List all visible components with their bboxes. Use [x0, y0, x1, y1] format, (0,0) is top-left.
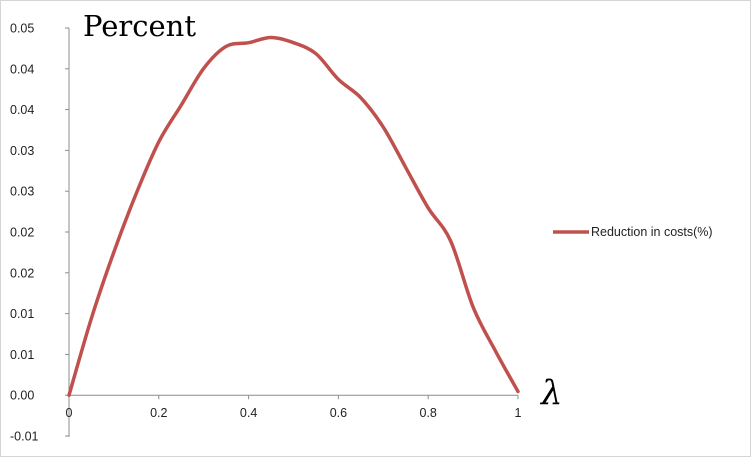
legend-label: Reduction in costs(%)	[591, 225, 713, 239]
y-tick-label: -0.01	[10, 430, 39, 444]
x-tick-label: 1	[515, 406, 522, 420]
x-axis-label: λ	[539, 373, 563, 413]
y-tick-label: 0.01	[10, 348, 34, 362]
y-tick-label: 0.00	[10, 389, 34, 403]
axes	[65, 27, 519, 437]
y-axis-label: Percent	[83, 9, 196, 43]
y-tick-label: 0.02	[10, 226, 34, 240]
series-line	[67, 35, 520, 397]
x-tick-label: 0.2	[150, 406, 167, 420]
x-tick-label: 0.8	[420, 406, 437, 420]
x-tick-label: 0	[66, 406, 73, 420]
y-tick-label: 0.03	[10, 185, 34, 199]
y-tick-label: 0.02	[10, 266, 34, 280]
y-tick-label: 0.04	[10, 62, 34, 76]
y-tick-label: 0.01	[10, 307, 34, 321]
series-group	[67, 35, 520, 397]
x-tick-label: 0.6	[330, 406, 347, 420]
y-tick-label: 0.03	[10, 144, 34, 158]
tick-labels: 0.05 0.04 0.04 0.03 0.03 0.02 0.02 0.01 0.01 0.00…	[10, 22, 522, 444]
y-tick-label: 0.05	[10, 22, 34, 36]
legend: Reduction in costs(%)	[553, 225, 713, 239]
y-tick-label: 0.04	[10, 103, 34, 117]
x-tick-label: 0.4	[240, 406, 257, 420]
